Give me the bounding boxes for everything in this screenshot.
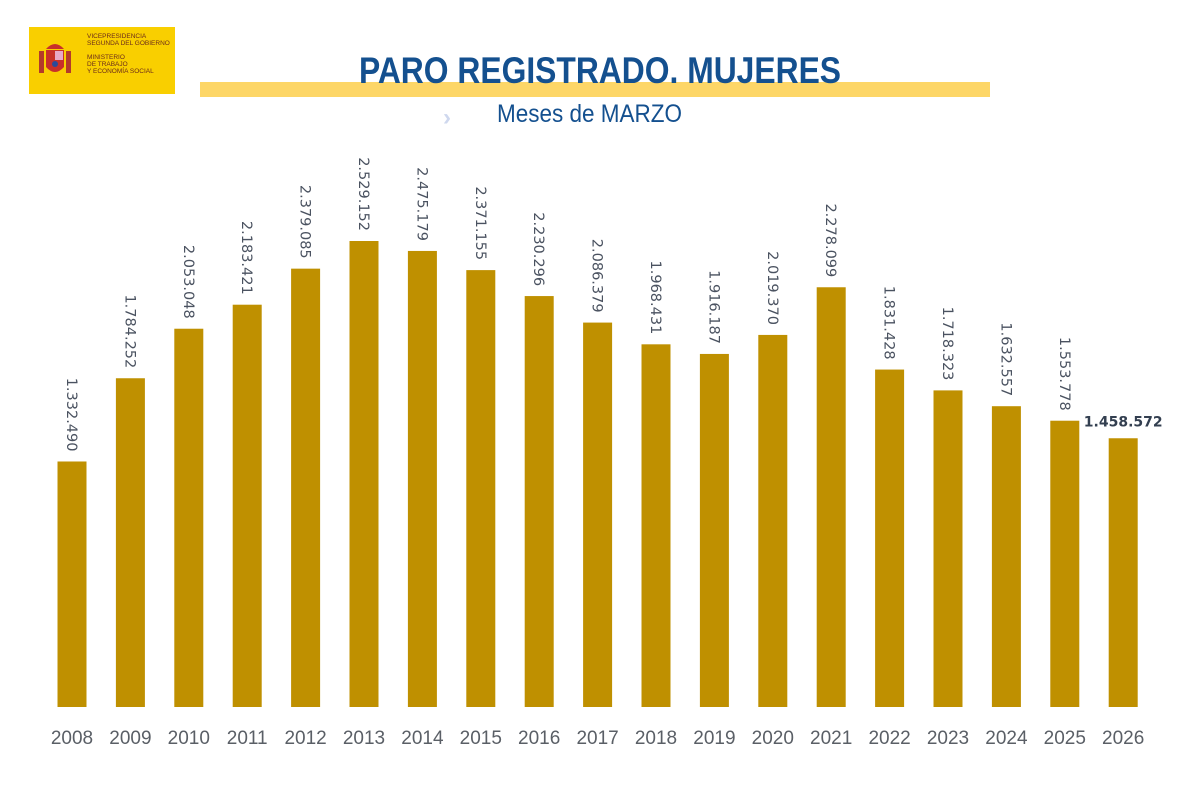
x-tick-label-2009: 2009 xyxy=(109,728,151,749)
x-tick-label-2015: 2015 xyxy=(460,728,502,749)
chevron-right-icon: › xyxy=(443,104,451,131)
bar-2020 xyxy=(758,334,788,707)
bar-2014 xyxy=(407,250,437,707)
bar-2021 xyxy=(816,287,846,707)
bar-2009 xyxy=(115,378,145,707)
data-label-2008: 1.332.490 xyxy=(63,378,79,452)
chart-title: PARO REGISTRADO. MUJERES xyxy=(358,50,842,91)
data-label-2018: 1.968.431 xyxy=(647,261,663,335)
data-label-2011: 2.183.421 xyxy=(238,221,254,295)
bar-2010 xyxy=(174,328,204,707)
data-label-2014: 2.475.179 xyxy=(413,167,429,241)
data-label-2024: 1.632.557 xyxy=(997,322,1013,396)
logo-text-1: VICEPRESIDENCIA xyxy=(87,33,147,40)
x-tick-label-2018: 2018 xyxy=(635,728,677,749)
bar-2022 xyxy=(875,369,905,707)
bar-2017 xyxy=(583,322,613,707)
bar-2015 xyxy=(466,270,496,707)
chart-subtitle: Meses de MARZO xyxy=(497,100,683,128)
data-label-2026: 1.458.572 xyxy=(1084,414,1163,430)
x-tick-label-2016: 2016 xyxy=(518,728,560,749)
x-tick-label-2013: 2013 xyxy=(343,728,385,749)
data-label-2010: 2.053.048 xyxy=(180,245,196,319)
coat-of-arms-icon xyxy=(39,44,71,73)
data-label-2016: 2.230.296 xyxy=(530,212,546,286)
x-tick-label-2026: 2026 xyxy=(1102,728,1144,749)
data-label-2023: 1.718.323 xyxy=(939,307,955,381)
bar-2024 xyxy=(991,406,1021,707)
title-underline-band xyxy=(200,82,990,97)
logo-text-5: Y ECONOMÍA SOCIAL xyxy=(87,68,154,75)
x-tick-label-2025: 2025 xyxy=(1044,728,1086,749)
logo-text-2: SEGUNDA DEL GOBIERNO xyxy=(87,40,170,47)
bar-2013 xyxy=(349,241,379,707)
bar-2026 xyxy=(1108,438,1138,707)
x-tick-label-2008: 2008 xyxy=(51,728,93,749)
data-label-2015: 2.371.155 xyxy=(472,186,488,260)
x-tick-label-2024: 2024 xyxy=(985,728,1028,749)
bar-2008 xyxy=(57,461,87,707)
x-tick-label-2022: 2022 xyxy=(868,728,910,749)
x-tick-label-2012: 2012 xyxy=(284,728,326,749)
x-tick-label-2021: 2021 xyxy=(810,728,852,749)
data-label-2025: 1.553.778 xyxy=(1056,337,1072,411)
data-label-2022: 1.831.428 xyxy=(881,286,897,360)
data-label-2020: 2.019.370 xyxy=(764,251,780,325)
data-label-2013: 2.529.152 xyxy=(355,157,371,231)
x-tick-label-2011: 2011 xyxy=(227,728,268,749)
data-label-2017: 2.086.379 xyxy=(589,239,605,313)
bar-2023 xyxy=(933,390,963,707)
x-tick-label-2010: 2010 xyxy=(168,728,210,749)
bar-2019 xyxy=(699,353,729,707)
data-label-2021: 2.278.099 xyxy=(822,203,838,277)
bar-2012 xyxy=(291,268,321,707)
data-label-2012: 2.379.085 xyxy=(297,185,313,259)
logo-text-3: MINISTERIO xyxy=(87,54,125,61)
bar-2025 xyxy=(1050,420,1080,707)
bar-2011 xyxy=(232,304,262,707)
ministry-logo: VICEPRESIDENCIA SEGUNDA DEL GOBIERNO MIN… xyxy=(29,27,175,94)
x-tick-label-2017: 2017 xyxy=(576,728,618,749)
x-tick-label-2020: 2020 xyxy=(752,728,794,749)
bar-2016 xyxy=(524,296,554,707)
x-tick-label-2023: 2023 xyxy=(927,728,969,749)
data-label-2019: 1.916.187 xyxy=(705,270,721,344)
data-label-2009: 1.784.252 xyxy=(121,294,137,368)
x-tick-label-2019: 2019 xyxy=(693,728,735,749)
x-tick-label-2014: 2014 xyxy=(401,728,444,749)
logo-text-4: DE TRABAJO xyxy=(87,61,128,68)
bar-2018 xyxy=(641,344,671,707)
